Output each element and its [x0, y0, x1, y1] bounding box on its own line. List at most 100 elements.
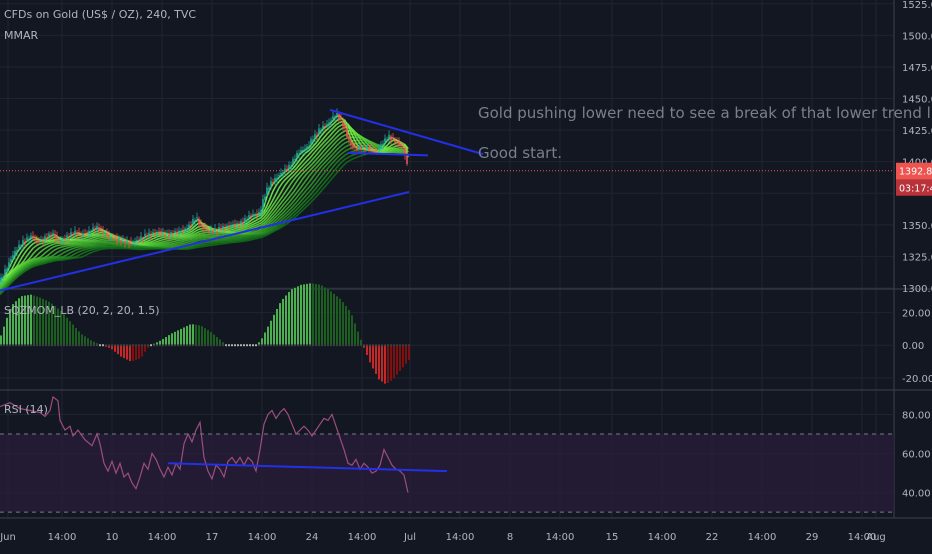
- sqz-bar: [264, 332, 266, 346]
- sqz-dot: [144, 344, 146, 347]
- annotation-text-1[interactable]: Gold pushing lower need to see a break o…: [478, 104, 932, 122]
- candle-body: [322, 125, 324, 129]
- time-axis-tick: 15: [606, 532, 619, 543]
- sqz-bar: [336, 296, 338, 346]
- candle-body: [352, 144, 354, 148]
- trendline-1[interactable]: [0, 191, 410, 292]
- candle-body: [128, 242, 130, 244]
- sqz-bar: [57, 308, 59, 346]
- candle-body: [174, 231, 176, 233]
- ma-ribbon-line: [0, 136, 409, 290]
- candle-body: [126, 240, 128, 243]
- sqz-dot: [189, 344, 191, 347]
- candle-body: [122, 238, 124, 240]
- sqz-bar: [198, 325, 200, 346]
- sqz-dot: [78, 344, 80, 347]
- sqz-dot: [384, 344, 386, 347]
- sqz-bar: [345, 306, 347, 346]
- time-axis-tick: 29: [806, 532, 819, 543]
- sqz-dot: [273, 344, 275, 347]
- candle-body: [330, 120, 332, 123]
- sqz-bar: [294, 287, 296, 346]
- sqz-bar: [288, 292, 290, 346]
- candle-body: [238, 225, 240, 227]
- candle-body: [198, 218, 200, 225]
- candle-body: [114, 236, 116, 238]
- sqz-bar: [72, 324, 74, 346]
- candle-body: [32, 235, 34, 239]
- sqz-bar: [318, 284, 320, 346]
- candle-body: [176, 232, 178, 234]
- sqz-dot: [48, 344, 50, 347]
- candle-body: [76, 232, 78, 235]
- sqz-dot: [153, 344, 155, 347]
- candle-body: [210, 229, 212, 231]
- candle-body: [310, 139, 312, 145]
- sqz-bar: [222, 342, 224, 346]
- sqz-dot: [60, 344, 62, 347]
- candle-body: [278, 175, 280, 177]
- sqz-dot: [123, 344, 125, 347]
- sqzmom-indicator-label[interactable]: SQZMOM_LB (20, 2, 20, 1.5): [4, 304, 160, 317]
- sqz-bar: [90, 340, 92, 346]
- price-axis-tick: 1325.00: [902, 252, 932, 263]
- sqz-bar: [27, 295, 29, 346]
- sqz-dot: [195, 344, 197, 347]
- sqz-dot: [207, 344, 209, 347]
- candle-body: [74, 230, 76, 235]
- candle-body: [232, 224, 234, 226]
- mmar-indicator-label[interactable]: MMAR: [4, 29, 39, 42]
- sqz-dot: [66, 344, 68, 347]
- sqz-bar: [42, 298, 44, 346]
- candle-body: [386, 139, 388, 141]
- candle-body: [398, 141, 400, 145]
- candle-body: [264, 196, 266, 200]
- candle-body: [254, 214, 256, 216]
- candle-body: [366, 146, 368, 150]
- sqz-dot: [297, 344, 299, 347]
- sqz-bar: [201, 326, 203, 346]
- candle-body: [296, 152, 298, 158]
- sqz-dot: [192, 344, 194, 347]
- candle-body: [370, 148, 372, 149]
- sqz-dot: [216, 344, 218, 347]
- candle-body: [358, 146, 360, 150]
- sqz-bar: [315, 284, 317, 346]
- candle-body: [164, 234, 166, 236]
- sqz-dot: [102, 344, 104, 347]
- sqz-dot: [327, 344, 329, 347]
- sqz-bar: [369, 345, 371, 363]
- candle-body: [354, 146, 356, 148]
- candle-body: [44, 236, 46, 241]
- sqz-dot: [159, 344, 161, 347]
- sqz-bar: [0, 335, 2, 346]
- candle-body: [300, 150, 302, 153]
- sqz-dot: [303, 344, 305, 347]
- rsi-trendline[interactable]: [167, 462, 448, 473]
- annotation-text-2[interactable]: Good start.: [478, 144, 562, 162]
- time-axis-tick: 14:00: [148, 532, 177, 543]
- candle-body: [12, 255, 14, 259]
- rsi-indicator-label[interactable]: RSI (14): [4, 403, 48, 416]
- sqz-dot: [258, 344, 260, 347]
- sqz-bar: [6, 317, 8, 346]
- sqz-dot: [339, 344, 341, 347]
- candle-body: [404, 148, 406, 156]
- rsi-line: [0, 395, 409, 493]
- trendline-2[interactable]: [329, 108, 484, 156]
- price-axis-tick: 1500.00: [902, 31, 932, 42]
- sqz-dot: [372, 344, 374, 347]
- sqz-bar: [147, 345, 149, 348]
- sqz-dot: [345, 344, 347, 347]
- candle-body: [236, 223, 238, 225]
- sqz-dot: [6, 344, 8, 347]
- sqz-dot: [72, 344, 74, 347]
- symbol-title[interactable]: CFDs on Gold (US$ / OZ), 240, TVC: [4, 8, 196, 21]
- candle-body: [338, 114, 340, 120]
- sqz-dot: [318, 344, 320, 347]
- candle-body: [160, 231, 162, 234]
- sqz-dot: [243, 344, 245, 347]
- trendline-3[interactable]: [347, 151, 429, 157]
- sqz-dot: [168, 344, 170, 347]
